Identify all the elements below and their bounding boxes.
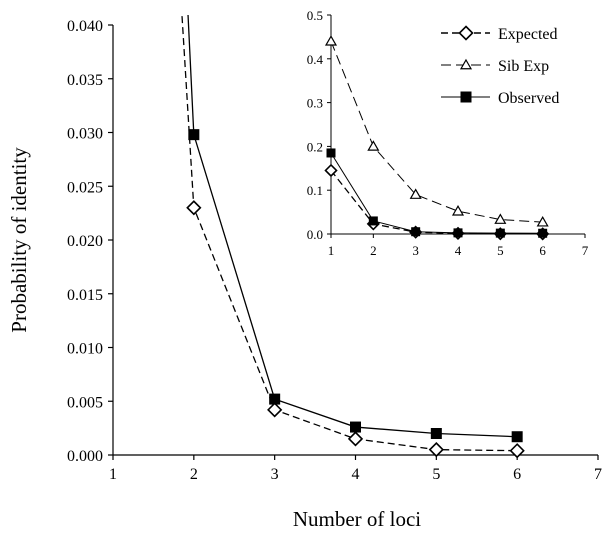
main-data-point (188, 129, 200, 141)
main-y-tick-label: 0.015 (67, 287, 103, 304)
main-y-tick-label: 0.010 (67, 341, 103, 358)
inset-series-observed (326, 148, 548, 238)
inset-data-point (368, 216, 378, 226)
inset-x-tick-label: 4 (455, 243, 462, 258)
main-data-point (430, 428, 442, 439)
main-y-axis-title: Probability of identity (7, 147, 31, 333)
main-x-tick-label: 4 (352, 466, 360, 483)
inset-data-point (324, 163, 338, 178)
legend-entry: Expected (441, 25, 558, 43)
inset-data-point (451, 205, 465, 216)
main-data-point (347, 431, 364, 447)
inset-x-tick-label: 7 (582, 243, 589, 258)
inset-series-line (330, 170, 543, 235)
main-series-line (187, 15, 518, 438)
legend-marker (458, 25, 474, 41)
main-data-point (428, 441, 444, 458)
legend-entry: Observed (441, 90, 559, 107)
inset-x-tick-label: 2 (370, 243, 377, 258)
inset-x-tick-label: 5 (497, 243, 504, 258)
main-x-tick-label: 7 (594, 466, 602, 483)
main-series-line (181, 15, 518, 452)
inset-y-tick-label: 0.4 (307, 52, 324, 67)
inset-x-tick-label: 1 (328, 243, 335, 258)
main-x-tick-label: 1 (109, 466, 117, 483)
main-series-expected (181, 15, 525, 459)
inset-x-tick-label: 6 (539, 243, 546, 258)
main-x-axis-title: Number of loci (293, 507, 421, 531)
legend-label: Observed (498, 90, 559, 107)
inset-x-tick-label: 3 (412, 243, 419, 258)
legend-marker (460, 91, 472, 103)
inset-data-point (536, 215, 549, 227)
main-y-tick-label: 0.040 (67, 18, 103, 35)
main-x-tick-label: 2 (190, 466, 198, 483)
inset-data-point (409, 188, 422, 199)
inset-series-line (330, 41, 543, 223)
main-y-tick-label: 0.000 (67, 448, 103, 465)
main-data-point (186, 200, 202, 216)
inset-y-tick-label: 0.1 (307, 183, 323, 198)
inset-data-point (495, 228, 505, 238)
legend-marker (459, 58, 473, 70)
main-series-observed (187, 15, 523, 443)
inset-data-point (367, 140, 380, 151)
inset-y-tick-label: 0.5 (307, 8, 323, 23)
inset-data-point (411, 227, 421, 237)
legend-entry: Sib Exp (441, 58, 549, 75)
inset-series-sib-exp (324, 35, 549, 227)
inset-data-point (494, 213, 507, 224)
main-data-point (267, 402, 283, 418)
inset-y-tick-label: 0.3 (307, 96, 323, 111)
legend-label: Sib Exp (498, 58, 549, 75)
legend-label: Expected (498, 26, 558, 43)
main-data-point (350, 421, 361, 433)
main-y-tick-label: 0.025 (67, 179, 103, 196)
main-data-point (269, 393, 281, 405)
main-x-tick-label: 6 (513, 466, 521, 483)
inset-y-tick-label: 0.2 (307, 139, 323, 154)
main-data-point (511, 431, 523, 443)
inset-legend: Expected Sib Exp Observed (441, 25, 559, 107)
inset-data-point (324, 35, 338, 46)
inset-data-point (326, 148, 336, 158)
main-y-tick-label: 0.035 (67, 72, 103, 89)
main-data-point (509, 443, 525, 459)
main-y-tick-label: 0.020 (67, 233, 103, 250)
inset-y-tick-label: 0.0 (307, 227, 323, 242)
inset-series-expected (324, 163, 550, 241)
main-y-tick-label: 0.005 (67, 394, 103, 411)
main-y-tick-label: 0.030 (67, 126, 103, 143)
inset-data-point (538, 228, 548, 238)
main-x-tick-label: 5 (432, 466, 440, 483)
inset-data-point (453, 228, 463, 238)
inset-series-line (330, 152, 543, 234)
main-x-tick-label: 3 (271, 466, 279, 483)
